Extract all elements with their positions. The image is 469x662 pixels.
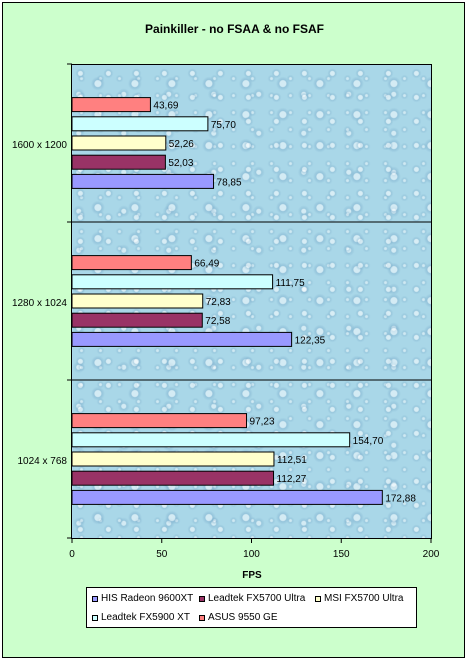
legend-item: Leadtek FX5900 XT [92, 612, 190, 623]
x-tick-label: 50 [156, 549, 168, 560]
x-tick-label: 0 [69, 549, 75, 560]
legend-swatch [92, 614, 98, 621]
data-label: 172,88 [385, 493, 416, 504]
legend-item: ASUS 9550 GE [199, 612, 277, 623]
data-label: 112,51 [277, 455, 307, 466]
data-label: 112,27 [277, 474, 307, 485]
legend-label: MSI FX5700 Ultra [324, 593, 404, 604]
data-label: 72,58 [205, 316, 230, 327]
data-label: 154,70 [353, 436, 384, 447]
x-tick-label: 200 [423, 549, 440, 560]
data-label: 52,26 [169, 139, 194, 150]
bar [71, 255, 192, 271]
bar [71, 331, 293, 347]
bar [71, 116, 209, 132]
legend-swatch [315, 595, 321, 602]
legend-label: Leadtek FX5900 XT [101, 612, 190, 623]
legend-item: MSI FX5700 Ultra [315, 593, 403, 604]
data-label: 78,85 [217, 177, 242, 188]
legend-label: ASUS 9550 GE [208, 612, 278, 623]
bar [71, 312, 203, 328]
bar [71, 293, 204, 309]
chart-title: Painkiller - no FSAA & no FSAF [145, 22, 324, 36]
legend-item: Leadtek FX5700 Ultra [199, 593, 305, 604]
legend-label: Leadtek FX5700 Ultra [208, 593, 306, 604]
category-label: 1280 x 1024 [12, 298, 67, 309]
category-label: 1600 x 1200 [12, 140, 67, 151]
bar [71, 451, 275, 467]
bar [71, 413, 248, 429]
bar [71, 173, 215, 189]
data-label: 75,70 [211, 120, 236, 131]
data-label: 72,83 [206, 297, 231, 308]
bar [71, 154, 166, 170]
legend-swatch [199, 614, 205, 621]
legend-swatch [199, 595, 205, 602]
data-label: 122,35 [295, 335, 326, 346]
x-axis-label: FPS [242, 570, 262, 581]
data-label: 43,69 [153, 101, 178, 112]
data-label: 66,49 [194, 259, 219, 270]
category-label: 1024 x 768 [18, 456, 68, 467]
bar [71, 432, 351, 448]
x-tick-label: 100 [243, 549, 260, 560]
data-label: 97,23 [250, 417, 275, 428]
legend-swatch [92, 595, 98, 602]
legend-item: HIS Radeon 9600XT [92, 593, 193, 604]
x-tick-label: 150 [333, 549, 350, 560]
data-label: 52,03 [168, 158, 193, 169]
data-label: 111,75 [276, 278, 306, 289]
bar [71, 97, 151, 113]
bar [71, 470, 275, 486]
bar [71, 489, 383, 505]
bar [71, 135, 167, 151]
legend-label: HIS Radeon 9600XT [101, 593, 194, 604]
bar [71, 274, 274, 290]
legend: HIS Radeon 9600XT Leadtek FX5700 Ultra MSI… [86, 587, 417, 628]
